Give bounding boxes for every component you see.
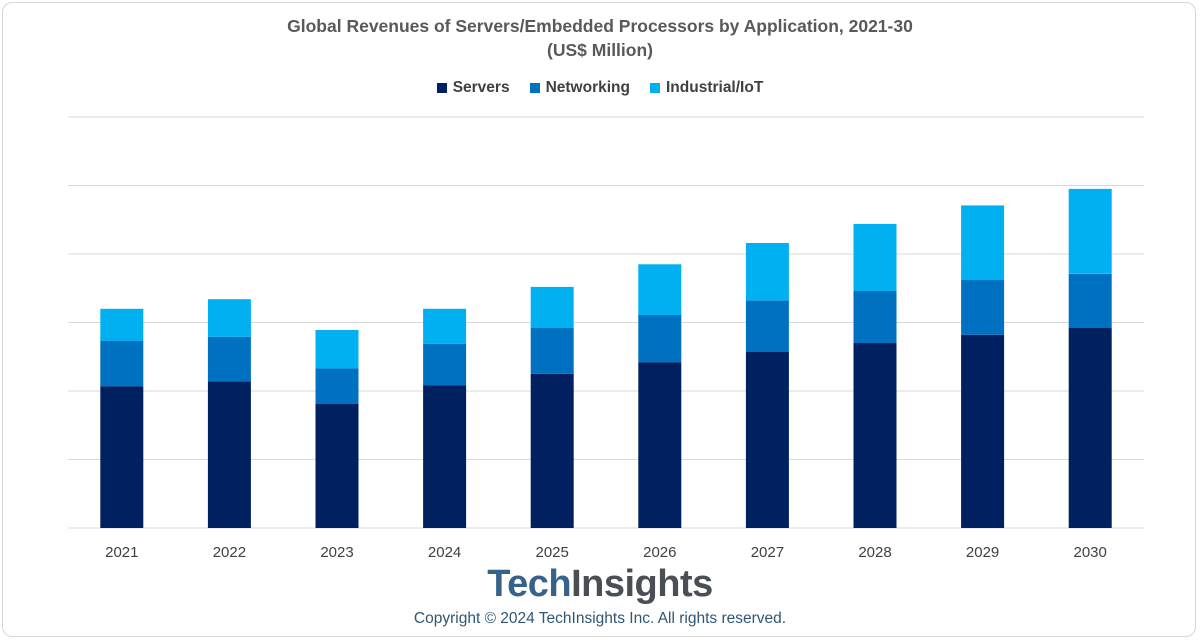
legend-swatch-servers (436, 83, 447, 93)
legend-item-industrial-iot: Industrial/IoT (649, 79, 764, 97)
techinsights-logo: TechInsights (0, 563, 1200, 605)
bar-industrial-iot-2022 (207, 299, 251, 337)
x-tick-label-2025: 2025 (536, 544, 569, 561)
bar-industrial-iot-2023 (315, 330, 359, 369)
copyright-notice: Copyright © 2024 TechInsights Inc. All r… (413, 610, 787, 627)
bar-servers-2029 (961, 334, 1005, 528)
chart-title-line2: (US$ Million) (547, 40, 653, 60)
bar-servers-2024 (423, 385, 467, 528)
legend-item-servers: Servers (436, 79, 510, 97)
bar-networking-2026 (638, 315, 682, 363)
chart-legend: Servers Networking Industrial/IoT (0, 79, 1200, 97)
bar-networking-2030 (1068, 273, 1112, 328)
bar-networking-2029 (961, 280, 1005, 335)
x-tick-label-2029: 2029 (966, 544, 999, 561)
bar-servers-2021 (100, 386, 144, 528)
bar-industrial-iot-2024 (423, 308, 467, 344)
chart-title-line1: Global Revenues of Servers/Embedded Proc… (287, 16, 913, 36)
logo-part-tech: Tech (487, 563, 572, 605)
bar-networking-2021 (100, 341, 144, 387)
logo-part-insights: Insights (571, 563, 713, 605)
bar-servers-2025 (530, 373, 574, 528)
bar-networking-2022 (207, 336, 251, 382)
bar-industrial-iot-2021 (100, 308, 144, 341)
bar-networking-2027 (745, 300, 789, 352)
legend-label-servers: Servers (452, 79, 510, 96)
bar-industrial-iot-2030 (1068, 188, 1112, 274)
bar-industrial-iot-2027 (745, 243, 789, 301)
bar-industrial-iot-2025 (530, 286, 574, 328)
bar-networking-2025 (530, 328, 574, 374)
x-tick-label-2027: 2027 (751, 544, 784, 561)
bar-servers-2028 (853, 343, 897, 528)
bar-networking-2023 (315, 368, 359, 404)
bar-servers-2023 (315, 404, 359, 528)
bar-servers-2027 (745, 352, 789, 528)
x-tick-label-2022: 2022 (213, 544, 246, 561)
bar-industrial-iot-2029 (961, 205, 1005, 281)
bar-servers-2026 (638, 362, 682, 528)
x-tick-label-2030: 2030 (1074, 544, 1107, 561)
legend-label-networking: Networking (545, 79, 630, 96)
legend-swatch-industrial-iot (649, 83, 660, 93)
x-tick-label-2021: 2021 (105, 544, 138, 561)
bar-industrial-iot-2026 (638, 264, 682, 315)
bar-industrial-iot-2028 (853, 223, 897, 291)
bar-networking-2028 (853, 291, 897, 344)
x-tick-label-2023: 2023 (320, 544, 353, 561)
bar-servers-2022 (207, 381, 251, 528)
bar-networking-2024 (423, 343, 467, 386)
chart-title: Global Revenues of Servers/Embedded Proc… (0, 14, 1200, 62)
legend-item-networking: Networking (529, 79, 630, 97)
x-tick-label-2026: 2026 (643, 544, 676, 561)
bar-servers-2030 (1068, 328, 1112, 528)
x-tick-label-2028: 2028 (858, 544, 891, 561)
x-tick-label-2024: 2024 (428, 544, 461, 561)
legend-label-industrial-iot: Industrial/IoT (665, 79, 764, 96)
legend-swatch-networking (529, 83, 540, 93)
